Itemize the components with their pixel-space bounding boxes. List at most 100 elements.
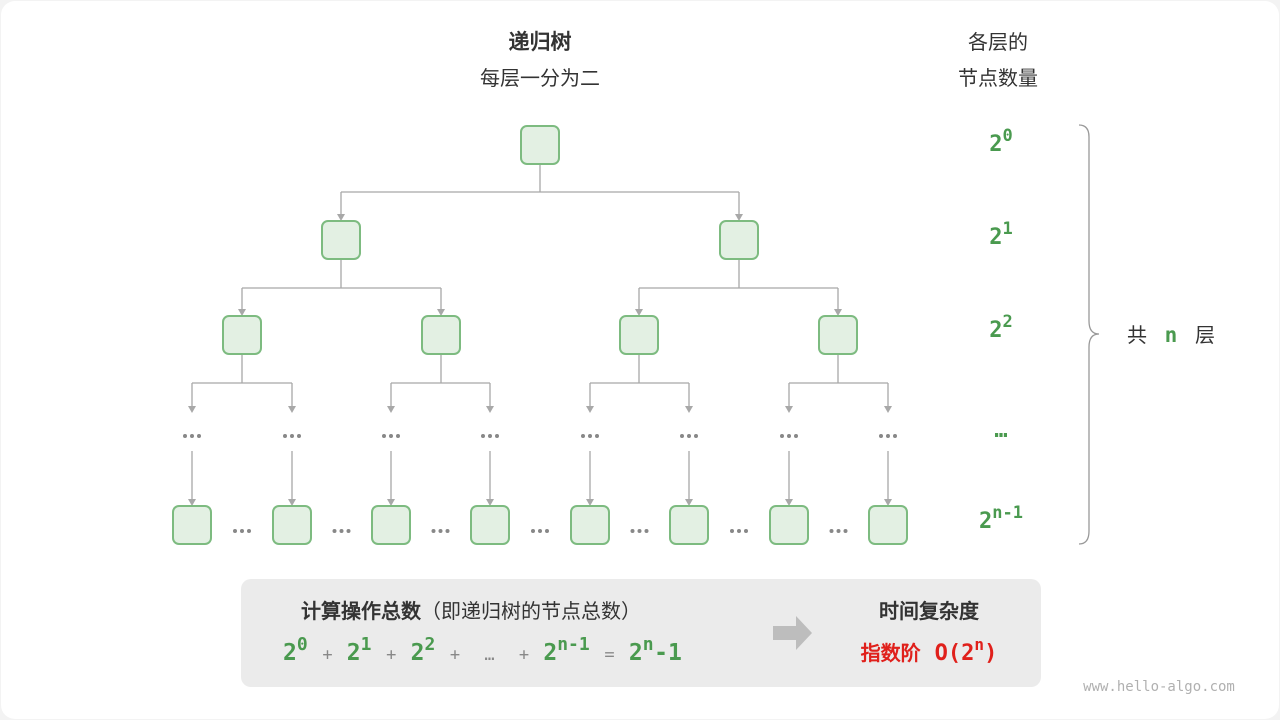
tree-node: [520, 125, 560, 165]
ellipsis-dot: [680, 434, 684, 438]
summary-box: [241, 579, 1041, 687]
ellipsis-dot: [247, 529, 251, 533]
arrow-head-icon: [685, 499, 693, 506]
ellipsis-dot: [389, 434, 393, 438]
tree-node: [172, 505, 212, 545]
level-count-base: 2: [989, 225, 1002, 250]
ellipsis-dot: [431, 529, 436, 533]
ellipsis-dot: [794, 434, 798, 438]
formula-operator: +: [322, 645, 342, 665]
complexity-title: 时间复杂度: [879, 599, 980, 623]
ellipsis-dot: [730, 529, 734, 533]
arrow-head-icon: [785, 499, 793, 506]
ellipsis-dot: [438, 529, 443, 533]
complexity-value: 指数阶 O(2n): [861, 635, 998, 666]
arrow-head-icon: [486, 499, 494, 506]
formula-base: 2: [411, 640, 425, 666]
ellipsis-dot: [886, 434, 890, 438]
tree-node: [769, 505, 809, 545]
arrow-head-icon: [288, 406, 296, 413]
formula-spacer: [435, 660, 436, 661]
ellipsis-dot: [836, 529, 841, 533]
formula-exponent: n: [643, 634, 654, 655]
formula-text: 20 + 21 + 22 + … + 2n-1 = 2n -1: [283, 634, 682, 666]
ellipsis-dot: [495, 434, 499, 438]
level-count-exponent: 1: [1003, 219, 1013, 239]
arrow-head-icon: [834, 309, 842, 316]
arrow-head-icon: [735, 214, 743, 221]
ellipsis-dot: [297, 434, 301, 438]
ellipsis-dot: [588, 434, 592, 438]
summary-title: 计算操作总数（即递归树的节点总数）: [301, 599, 641, 623]
level-count: …: [994, 418, 1007, 443]
level-count-base: 2: [989, 132, 1002, 157]
formula-operator: …: [484, 645, 504, 665]
tree-node: [470, 505, 510, 545]
arrow-head-icon: [635, 309, 643, 316]
sum-formula: 20 + 21 + 22 + … + 2n-1 = 2n -1: [283, 634, 682, 666]
ellipsis-dot: [233, 529, 237, 533]
count-header-line2: 节点数量: [958, 66, 1038, 90]
tree-node: [570, 505, 610, 545]
arrow-head-icon: [188, 499, 196, 506]
ellipsis-dot: [687, 434, 691, 438]
level-count: 21: [989, 219, 1013, 250]
arrow-head-icon: [884, 499, 892, 506]
ellipsis-dot: [787, 434, 791, 438]
tree-title: 递归树: [509, 30, 572, 54]
arrow-head-icon: [288, 499, 296, 506]
tree-node: [669, 505, 709, 545]
formula-base: 2: [543, 640, 557, 666]
level-count-base: 2: [989, 318, 1002, 343]
ellipsis-dot: [595, 434, 599, 438]
formula-operator: +: [519, 645, 539, 665]
ellipsis-dot: [644, 529, 649, 533]
ellipsis-dot: [283, 434, 287, 438]
brace-label-post: 层: [1195, 323, 1215, 347]
formula-suffix: -1: [654, 640, 682, 666]
brace-label-pre: 共: [1127, 323, 1147, 347]
arrow-head-icon: [188, 406, 196, 413]
brace-label-n: n: [1165, 323, 1178, 347]
formula-operator: +: [450, 645, 470, 665]
formula-spacer: [372, 660, 373, 661]
formula-base: 2: [347, 640, 361, 666]
arrow-head-icon: [337, 214, 345, 221]
ellipsis-dot: [545, 529, 549, 533]
level-count-base: …: [994, 418, 1007, 443]
tree-subtitle: 每层一分为二: [480, 66, 600, 90]
tree-node: [321, 220, 361, 260]
ellipsis-dot: [538, 529, 542, 533]
arrow-right-icon: [773, 616, 812, 650]
ellipsis-dot: [737, 529, 741, 533]
arrow-head-icon: [586, 499, 594, 506]
ellipsis-dot: [893, 434, 897, 438]
formula-exponent: 2: [424, 634, 435, 655]
formula-spacer: [308, 660, 309, 661]
arrow-head-icon: [685, 406, 693, 413]
level-count-exponent: 0: [1003, 126, 1013, 146]
ellipsis-dot: [780, 434, 784, 438]
arrow-head-icon: [387, 406, 395, 413]
level-count-exponent: n-1: [992, 503, 1023, 523]
watermark: www.hello-algo.com: [1083, 679, 1235, 695]
arrow-head-icon: [586, 406, 594, 413]
ellipsis-dot: [488, 434, 492, 438]
arrow-head-icon: [785, 406, 793, 413]
level-count: 2n-1: [979, 503, 1023, 534]
ellipsis-dot: [190, 434, 194, 438]
formula-exponent: 0: [297, 634, 308, 655]
tree-node: [272, 505, 312, 545]
ellipsis-dot: [531, 529, 535, 533]
level-count: 22: [989, 312, 1013, 343]
ellipsis-dot: [744, 529, 748, 533]
formula-spacer: [590, 660, 591, 661]
tree-node: [619, 315, 659, 355]
ellipsis-dot: [630, 529, 635, 533]
ellipsis-dot: [382, 434, 386, 438]
ellipsis-dot: [637, 529, 642, 533]
tree-node: [868, 505, 908, 545]
